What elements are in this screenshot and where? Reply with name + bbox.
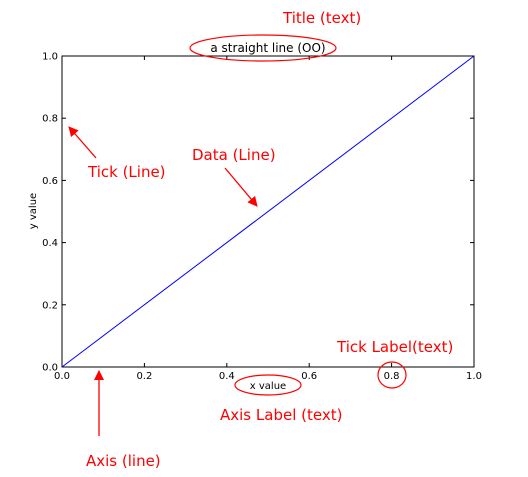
annotation-tick-label-text: Tick Label(text) xyxy=(336,338,453,356)
y-axis-label: y value xyxy=(28,193,39,229)
y-tick-label: 0.0 xyxy=(42,363,58,374)
y-tick-label: 0.4 xyxy=(42,238,58,249)
x-ticks: 0.0 0.2 0.4 0.6 0.8 1.0 xyxy=(54,56,482,382)
y-tick-label: 0.6 xyxy=(42,176,58,187)
x-tick-label: 0.0 xyxy=(54,371,70,382)
y-tick-label: 1.0 xyxy=(42,52,58,63)
annotation-data-text: Data (Line) xyxy=(192,146,276,164)
chart-title: a straight line (OO) xyxy=(210,41,325,55)
x-tick-label: 0.2 xyxy=(136,371,152,382)
x-tick-label: 0.8 xyxy=(384,371,400,382)
series-line xyxy=(61,55,475,368)
x-tick-label: 0.6 xyxy=(301,371,317,382)
x-tick-label: 0.4 xyxy=(219,371,235,382)
x-tick-label: 1.0 xyxy=(466,371,482,382)
annotation-axis-label-text: Axis Label (text) xyxy=(220,406,342,424)
annotation-title-ellipse xyxy=(189,34,337,62)
y-ticks: 0.0 0.2 0.4 0.6 0.8 1.0 xyxy=(42,52,474,374)
y-tick-label: 0.8 xyxy=(42,114,58,125)
axes-frame xyxy=(61,55,475,368)
annotation-data-arrow xyxy=(224,167,258,207)
y-tick-label: 0.2 xyxy=(42,300,58,311)
annotation-tick-label-ellipse xyxy=(377,361,407,389)
series-group xyxy=(61,55,475,368)
annotation-tick-text: Tick (Line) xyxy=(87,163,166,181)
annotation-axis-label-ellipse xyxy=(234,374,302,396)
x-axis-label: x value xyxy=(250,381,286,392)
annotation-layer: Title (text) Data (Line) Tick (Line) Tic… xyxy=(68,9,453,470)
annotation-axis-text: Axis (line) xyxy=(86,452,161,470)
annotation-title-text: Title (text) xyxy=(282,9,361,27)
annotation-tick-arrow xyxy=(68,126,97,159)
